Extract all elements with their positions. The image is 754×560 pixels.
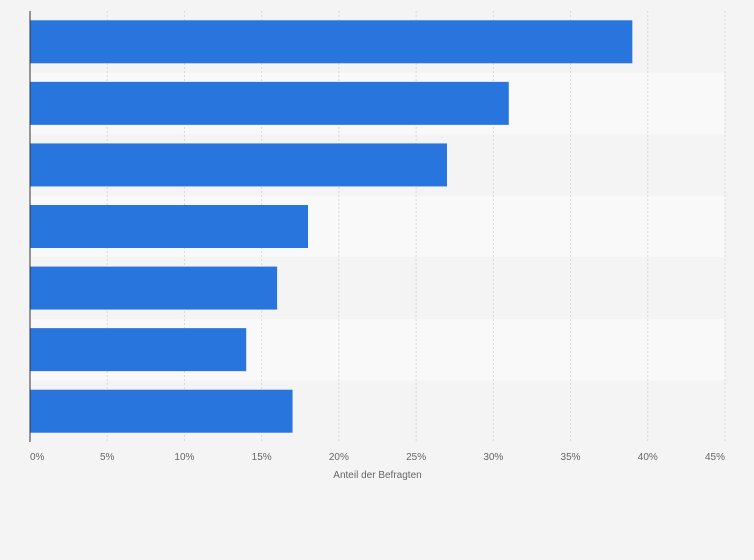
bar[interactable]	[30, 143, 447, 187]
x-tick-label: 25%	[406, 452, 426, 463]
bar[interactable]	[30, 389, 293, 433]
x-tick-label: 20%	[329, 452, 349, 463]
x-axis-label: Anteil der Befragten	[333, 470, 421, 481]
x-tick-label: 15%	[252, 452, 272, 463]
x-tick-label: 0%	[30, 452, 45, 463]
bar[interactable]	[30, 81, 509, 125]
bar[interactable]	[30, 205, 308, 248]
bar[interactable]	[30, 266, 278, 310]
x-tick-labels: 0% 5% 10% 15% 20% 25% 30% 35% 40% 45%	[30, 452, 725, 463]
bar[interactable]	[30, 20, 633, 64]
x-tick-label: 40%	[638, 452, 658, 463]
bar[interactable]	[30, 328, 247, 372]
x-tick-label: 5%	[100, 452, 115, 463]
x-tick-label: 30%	[483, 452, 503, 463]
bars	[30, 20, 633, 433]
x-tick-label: 35%	[561, 452, 581, 463]
x-tick-label: 10%	[174, 452, 194, 463]
x-tick-label: 45%	[705, 452, 725, 463]
